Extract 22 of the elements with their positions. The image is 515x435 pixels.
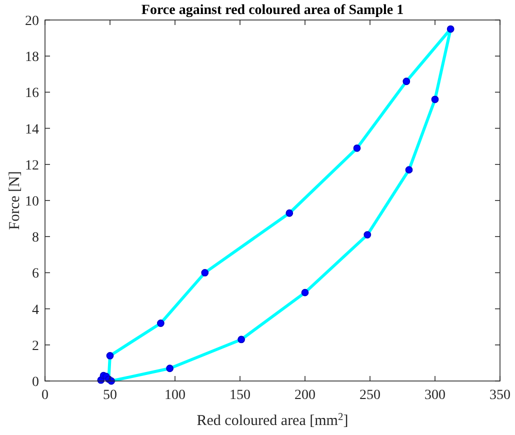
x-tick-label: 200 [294, 388, 316, 403]
x-tick-label: 250 [360, 388, 380, 403]
y-tick-label: 18 [25, 50, 39, 66]
x-tick-label: 300 [424, 388, 446, 403]
y-tick-label: 2 [32, 338, 39, 354]
y-tick-label: 6 [32, 266, 39, 282]
y-tick-label: 14 [25, 122, 39, 138]
x-axis-title: Red coloured area [mm$^{2}$] [196, 412, 348, 429]
x-tick-label: 150 [230, 388, 250, 403]
y-tick-label: 12 [25, 158, 39, 174]
x-tick-label: 100 [164, 388, 186, 403]
y-tick-label: 20 [25, 14, 39, 29]
y-tick-label: 4 [32, 302, 39, 318]
y-axis-title: Force [N] [7, 171, 23, 230]
y-tick-label: 10 [25, 194, 39, 210]
y-tick-label: 16 [25, 86, 39, 102]
x-tick-label: 50 [103, 388, 117, 403]
chart-title: Force against red coloured area of Sample 1 [141, 3, 404, 18]
x-tick-label: 350 [490, 388, 510, 403]
y-tick-label: 8 [32, 230, 39, 246]
y-tick-label: 0 [32, 375, 39, 390]
x-tick-label: 0 [42, 388, 48, 403]
